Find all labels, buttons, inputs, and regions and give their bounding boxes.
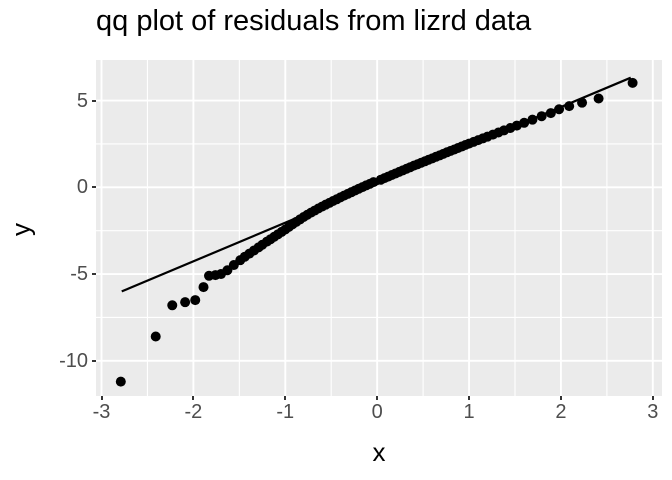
- data-point: [115, 376, 126, 387]
- x-tick-mark: [100, 396, 103, 400]
- y-tick-mark: [92, 359, 96, 362]
- y-tick-label: 0: [76, 176, 88, 199]
- x-tick-mark: [376, 396, 379, 400]
- x-tick-label: 2: [555, 401, 567, 423]
- plot-svg: [96, 60, 662, 396]
- x-tick-label: -1: [276, 401, 295, 423]
- data-point: [150, 331, 161, 342]
- x-tick-mark: [284, 396, 287, 400]
- x-tick-mark: [192, 396, 195, 400]
- y-tick-label: -10: [59, 349, 88, 372]
- y-tick-label: -5: [70, 263, 88, 286]
- x-tick-mark: [559, 396, 562, 400]
- x-axis-title: x: [372, 437, 386, 467]
- y-tick-mark: [92, 273, 96, 276]
- x-tick-label: 0: [371, 401, 383, 423]
- data-point: [167, 300, 178, 311]
- y-tick-label: 5: [76, 89, 88, 112]
- plot-panel: [96, 60, 662, 396]
- x-tick-label: 1: [463, 401, 475, 423]
- x-tick-label: 3: [647, 401, 659, 423]
- data-point: [190, 295, 201, 306]
- data-point: [627, 77, 638, 88]
- y-axis-title: y: [5, 223, 36, 236]
- y-tick-mark: [92, 186, 96, 189]
- major-gridlines: [96, 60, 662, 396]
- x-tick-mark: [468, 396, 471, 400]
- data-point: [180, 297, 191, 308]
- data-point: [198, 282, 209, 293]
- minor-gridlines: [96, 60, 662, 396]
- x-tick-label: -2: [184, 401, 203, 423]
- x-tick-label: -3: [92, 401, 111, 423]
- data-point: [593, 93, 604, 104]
- x-tick-mark: [651, 396, 654, 400]
- qq-line: [121, 76, 632, 293]
- plot-title: qq plot of residuals from lizrd data: [96, 5, 532, 37]
- y-tick-mark: [92, 99, 96, 102]
